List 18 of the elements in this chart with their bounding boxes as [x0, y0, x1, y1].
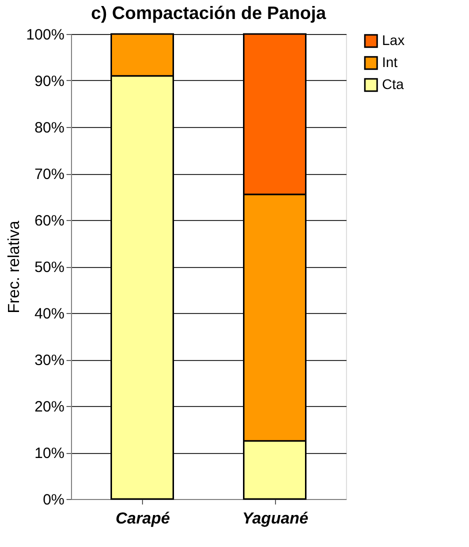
- y-axis-title: Frec. relativa: [6, 220, 24, 314]
- y-tick-label: 0%: [42, 492, 64, 508]
- chart-title: c) Compactación de Panoja: [90, 3, 328, 23]
- y-tick-label: 90%: [34, 73, 64, 90]
- y-tick-label: 60%: [34, 212, 64, 230]
- legend-label: Int: [382, 54, 398, 70]
- legend-label: Cta: [382, 76, 404, 92]
- y-tick-label: 10%: [34, 445, 64, 462]
- y-tick-label: 30%: [34, 352, 64, 369]
- y-tick-label: 50%: [34, 259, 64, 276]
- x-tick-label: Yaguané: [242, 510, 308, 528]
- legend-label: Lax: [382, 32, 405, 48]
- y-tick-label: 100%: [26, 26, 64, 44]
- y-tick-label: 70%: [34, 166, 64, 183]
- y-tick-label: 40%: [34, 306, 64, 322]
- x-tick-label: Carapé: [116, 510, 170, 528]
- y-tick-label: 20%: [34, 398, 64, 416]
- y-tick-label: 80%: [34, 120, 64, 136]
